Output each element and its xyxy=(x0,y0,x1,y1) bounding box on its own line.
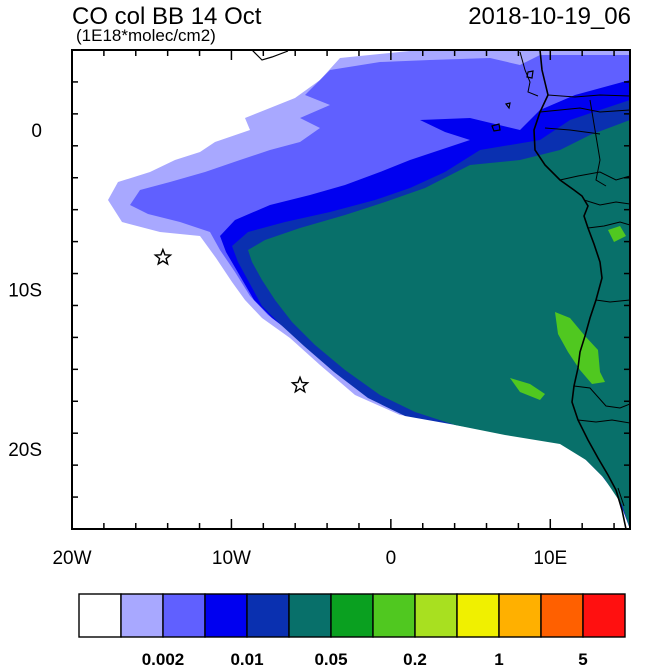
map-markers xyxy=(153,247,310,394)
star-marker-icon xyxy=(290,375,310,394)
plume-teal-region xyxy=(248,120,630,529)
x-tick-label: 10E xyxy=(533,548,567,569)
colorbar-swatch xyxy=(204,593,248,638)
island xyxy=(491,70,534,132)
y-tick-label: 0 xyxy=(31,121,42,142)
map-area xyxy=(108,50,630,529)
plot-title: CO col BB 14 Oct xyxy=(72,3,262,30)
plume-green-patch-a xyxy=(555,312,605,384)
colorbar-swatch xyxy=(288,593,332,638)
coastline xyxy=(533,50,627,529)
colorbar-swatch xyxy=(372,593,416,638)
colorbar-swatch xyxy=(162,593,206,638)
colorbar-swatch xyxy=(582,593,626,638)
x-tick-label: 10W xyxy=(212,548,251,569)
map-axes: 20W 10W 0 10E 0 10S 20S xyxy=(8,49,630,569)
plume-green-patch-c xyxy=(608,226,626,242)
map-frame xyxy=(71,49,631,530)
coast-top xyxy=(251,50,289,61)
x-tick-label: 20W xyxy=(52,548,91,569)
x-tick-label: 0 xyxy=(386,548,397,569)
colorbar-swatch xyxy=(540,593,584,638)
colorbar-swatch xyxy=(498,593,542,638)
colorbar-swatch xyxy=(78,593,122,638)
star-marker-icon xyxy=(153,247,173,266)
colorbar-swatch xyxy=(414,593,458,638)
colorbar-label: 0.05 xyxy=(314,650,347,667)
colorbar-label: 5 xyxy=(578,650,587,667)
plume-green-patch-b xyxy=(510,378,545,400)
colorbar-swatch xyxy=(456,593,500,638)
units-label: (1E18*molec/cm2) xyxy=(76,26,216,45)
colorbar: 0.002 0.01 0.05 0.2 1 5 xyxy=(78,593,626,667)
colorbar-label: 1 xyxy=(494,650,503,667)
colorbar-swatch xyxy=(246,593,290,638)
colorbar-swatch xyxy=(330,593,374,638)
colorbar-swatch xyxy=(120,593,164,638)
y-tick-label: 20S xyxy=(8,440,42,461)
colorbar-label: 0.2 xyxy=(403,650,427,667)
country-border xyxy=(519,51,630,507)
colorbar-label: 0.01 xyxy=(230,650,263,667)
y-tick-label: 10S xyxy=(8,281,42,302)
plot-timestamp: 2018-10-19_06 xyxy=(468,3,631,30)
colorbar-label: 0.002 xyxy=(142,650,185,667)
